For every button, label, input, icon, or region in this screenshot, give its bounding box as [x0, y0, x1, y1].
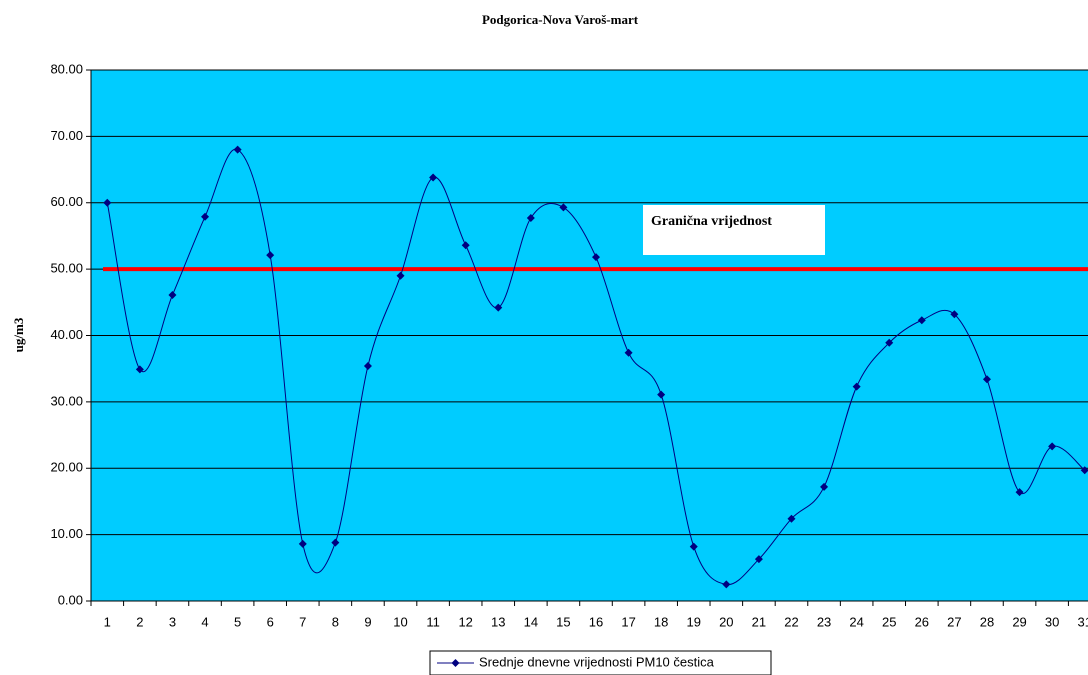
x-tick-label: 19 — [687, 614, 701, 629]
legend-marker — [451, 659, 460, 667]
y-tick-label: 20.00 — [50, 460, 83, 475]
data-point — [917, 316, 926, 325]
data-point — [657, 390, 666, 399]
x-tick-label: 23 — [817, 614, 831, 629]
data-point — [982, 375, 991, 384]
y-tick-label: 70.00 — [50, 128, 83, 143]
series-line — [106, 148, 1086, 585]
x-tick-label: 22 — [784, 614, 798, 629]
x-tick-label: 29 — [1012, 614, 1026, 629]
data-point — [363, 362, 372, 371]
y-tick-label: 80.00 — [50, 61, 83, 76]
data-point — [331, 538, 340, 547]
y-tick-label: 30.00 — [50, 393, 83, 408]
data-point — [950, 310, 959, 319]
x-tick-label: 10 — [393, 614, 407, 629]
annotation: Granična vrijednost — [651, 214, 772, 229]
data-point — [754, 555, 763, 564]
y-tick-label: 0.00 — [58, 592, 83, 607]
data-point — [820, 482, 829, 491]
x-tick-label: 21 — [752, 614, 766, 629]
data-point — [298, 539, 307, 548]
x-tick-label: 12 — [458, 614, 472, 629]
data-point — [461, 241, 470, 250]
data-point — [1080, 466, 1088, 475]
data-point — [168, 291, 177, 300]
x-tick-label: 18 — [654, 614, 668, 629]
x-tick-label: 25 — [882, 614, 896, 629]
data-point — [266, 251, 275, 260]
chart-title: Podgorica-Nova Varoš-mart — [482, 12, 639, 27]
data-point — [885, 338, 894, 347]
x-tick-label: 14 — [524, 614, 538, 629]
x-tick-label: 9 — [364, 614, 371, 629]
x-tick-label: 2 — [136, 614, 143, 629]
data-point — [722, 580, 731, 589]
x-tick-label: 24 — [849, 614, 863, 629]
x-tick-label: 27 — [947, 614, 961, 629]
x-tick-label: 6 — [267, 614, 274, 629]
x-tick-label: 13 — [491, 614, 505, 629]
y-axis-label: ug/m3 — [11, 317, 26, 352]
data-point — [135, 365, 144, 374]
legend-label: Srednje dnevne vrijednosti PM10 čestica — [479, 654, 715, 669]
x-tick-label: 17 — [621, 614, 635, 629]
x-tick-label: 26 — [915, 614, 929, 629]
x-tick-label: 1 — [104, 614, 111, 629]
data-point — [494, 303, 503, 312]
x-tick-label: 31 — [1077, 614, 1088, 629]
x-tick-label: 5 — [234, 614, 241, 629]
x-tick-label: 11 — [426, 614, 440, 629]
data-point — [559, 203, 568, 212]
x-tick-label: 15 — [556, 614, 570, 629]
data-point — [526, 214, 535, 223]
annotation-box — [643, 205, 825, 255]
data-point — [592, 253, 600, 262]
x-tick-label: 20 — [719, 614, 733, 629]
data-point — [1015, 488, 1024, 497]
legend-box — [429, 650, 772, 675]
x-tick-label: 3 — [169, 614, 176, 629]
data-point — [787, 514, 796, 523]
data-point — [624, 348, 633, 357]
data-point — [233, 145, 242, 154]
x-tick-label: 16 — [589, 614, 603, 629]
data-point — [103, 198, 112, 207]
data-point — [201, 212, 210, 221]
x-tick-label: 7 — [299, 614, 306, 629]
y-tick-label: 50.00 — [50, 261, 83, 276]
y-tick-label: 60.00 — [50, 194, 83, 209]
data-point — [689, 542, 698, 551]
x-tick-label: 4 — [201, 614, 208, 629]
data-point — [396, 271, 405, 280]
data-point — [1048, 442, 1057, 451]
y-tick-label: 10.00 — [50, 526, 83, 541]
y-tick-label: 40.00 — [50, 327, 83, 342]
data-point — [852, 382, 861, 391]
x-tick-label: 30 — [1045, 614, 1059, 629]
x-tick-label: 8 — [332, 614, 339, 629]
data-point — [429, 173, 438, 182]
x-tick-label: 28 — [980, 614, 994, 629]
